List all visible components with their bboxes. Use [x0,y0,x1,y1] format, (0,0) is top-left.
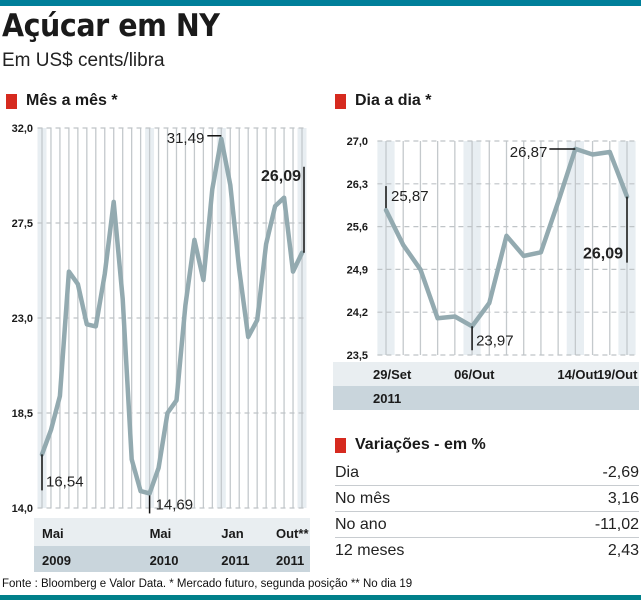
x-tick-month: Jan [221,526,243,541]
y-tick-label: 24,9 [347,264,368,276]
y-tick-label: 32,0 [12,123,33,135]
variations-section-header: Variações - em % [335,436,486,454]
variation-row: Dia -2,69 [335,460,639,486]
variation-row: 12 meses 2,43 [335,538,639,563]
variations-table: Dia -2,69 No mês 3,16 No ano -11,02 12 mese… [335,460,639,563]
x-axis-band [333,386,639,410]
value-annotation: 26,09 [583,246,623,263]
y-tick-label: 26,3 [347,179,368,191]
value-annotation: 23,97 [476,332,514,349]
variation-label: No mês [335,490,391,507]
y-tick-label: 27,0 [347,136,368,148]
x-tick-year: 2011 [373,391,401,406]
value-annotation: 26,87 [510,144,548,161]
y-tick-label: 23,5 [347,350,368,362]
top-bar [0,0,641,6]
x-axis-band [34,546,310,572]
x-axis-band [333,362,639,386]
value-annotation: 16,54 [46,473,84,490]
daily-section-title: Dia a dia * [355,92,432,109]
x-tick-year: 2011 [221,553,249,568]
variation-value: 2,43 [607,542,639,559]
page-title: Açúcar em NY [2,8,220,44]
x-tick-year: 2010 [150,553,179,568]
x-tick-month: Mai [42,526,64,541]
monthly-section-title: Mês a mês * [26,92,118,109]
bottom-bar [0,595,641,600]
daily-chart: 27,0 26,3 25,6 24,9 24,2 23,5 25,87 23,97 26,87 2… [333,136,639,410]
x-axis-band [34,518,310,546]
source-footnote: Fonte : Bloomberg e Valor Data. * Mercad… [2,578,413,590]
variation-label: No ano [335,516,387,533]
monthly-section-header: Mês a mês * [6,92,118,110]
variation-row: No ano -11,02 [335,512,639,538]
y-tick-label: 27,5 [12,218,33,230]
x-tick-year: 2011 [276,553,304,568]
page-subtitle: Em US$ cents/libra [2,50,165,71]
red-square-icon [6,93,17,109]
red-square-icon [335,437,346,453]
y-tick-label: 18,5 [12,408,33,420]
variation-label: 12 meses [335,542,405,559]
x-tick-date: 14/Out [557,367,598,382]
daily-section-header: Dia a dia * [335,92,431,110]
value-annotation: 31,49 [167,130,205,147]
value-annotation: 26,09 [261,168,301,185]
price-line [39,136,305,496]
variation-value: 3,16 [607,490,639,507]
x-tick-date: 19/Out [597,367,638,382]
x-tick-month: Out** [276,526,309,541]
value-annotation: 14,69 [156,496,194,513]
x-tick-date: 29/Set [373,367,412,382]
monthly-chart: 32,0 27,5 23,0 18,5 14,0 16,54 14,69 31,49 26,09… [12,123,310,572]
y-tick-label: 24,2 [347,307,368,319]
variation-value: -2,69 [602,464,639,481]
variation-label: Dia [335,464,360,481]
value-annotation: 25,87 [391,188,429,205]
x-tick-year: 2009 [42,553,71,568]
x-tick-date: 06/Out [454,367,495,382]
x-tick-month: Mai [150,526,172,541]
variations-section-title: Variações - em % [355,436,486,453]
variation-value: -11,02 [594,516,639,533]
red-square-icon [335,93,346,109]
y-tick-label: 23,0 [12,313,33,325]
y-tick-label: 14,0 [12,503,33,515]
y-tick-label: 25,6 [347,222,368,234]
variation-row: No mês 3,16 [335,486,639,512]
